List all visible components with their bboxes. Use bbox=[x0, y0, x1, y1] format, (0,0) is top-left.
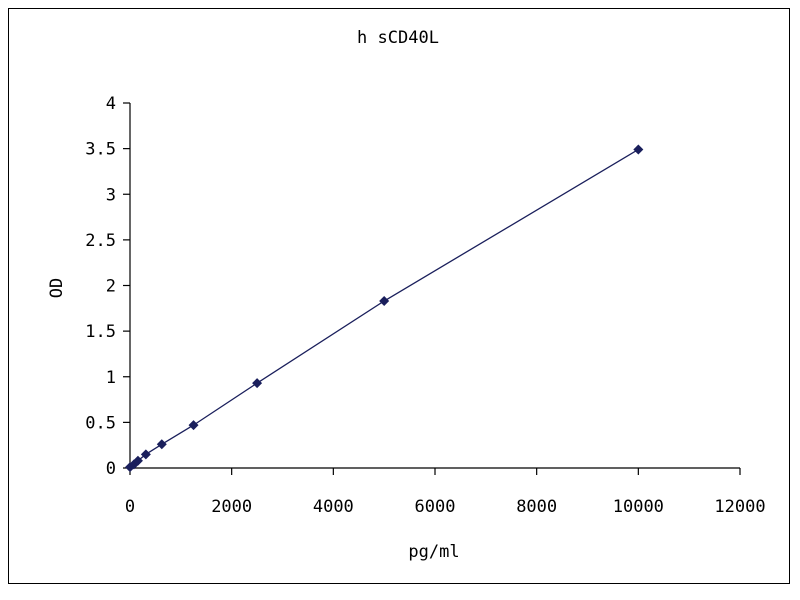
x-tick-label: 2000 bbox=[211, 497, 252, 517]
x-tick-label: 0 bbox=[125, 497, 135, 517]
y-axis-title: OD bbox=[47, 278, 67, 298]
chart-frame bbox=[8, 8, 790, 584]
series-group bbox=[125, 144, 644, 473]
y-tick-label: 3 bbox=[106, 185, 116, 205]
data-point bbox=[633, 144, 644, 155]
x-tick-label: 12000 bbox=[714, 497, 765, 517]
data-point bbox=[379, 296, 390, 307]
y-tick-label: 2.5 bbox=[85, 231, 116, 251]
data-point bbox=[156, 439, 167, 450]
data-point bbox=[188, 420, 199, 431]
y-tick-label: 2 bbox=[106, 277, 116, 297]
data-point bbox=[140, 449, 151, 460]
chart-title: h sCD40L bbox=[357, 28, 439, 48]
y-tick-label: 4 bbox=[106, 94, 116, 114]
x-tick-label: 6000 bbox=[415, 497, 456, 517]
data-point bbox=[132, 455, 143, 466]
y-ticks: 0 0.5 1 1.5 2 2.5 3 3.5 4 bbox=[85, 94, 130, 479]
x-tick-label: 8000 bbox=[516, 497, 557, 517]
x-ticks: 0 2000 4000 6000 8000 10000 12000 bbox=[125, 468, 766, 517]
series-line bbox=[129, 148, 639, 468]
y-tick-label: 1.5 bbox=[85, 322, 116, 342]
x-axis-title: pg/ml bbox=[408, 542, 459, 562]
x-tick-label: 4000 bbox=[313, 497, 354, 517]
data-point bbox=[252, 378, 263, 389]
x-tick-label: 10000 bbox=[613, 497, 664, 517]
y-tick-label: 3.5 bbox=[85, 140, 116, 160]
y-tick-label: 0 bbox=[106, 459, 116, 479]
y-tick-label: 0.5 bbox=[85, 413, 116, 433]
y-tick-label: 1 bbox=[106, 368, 116, 388]
